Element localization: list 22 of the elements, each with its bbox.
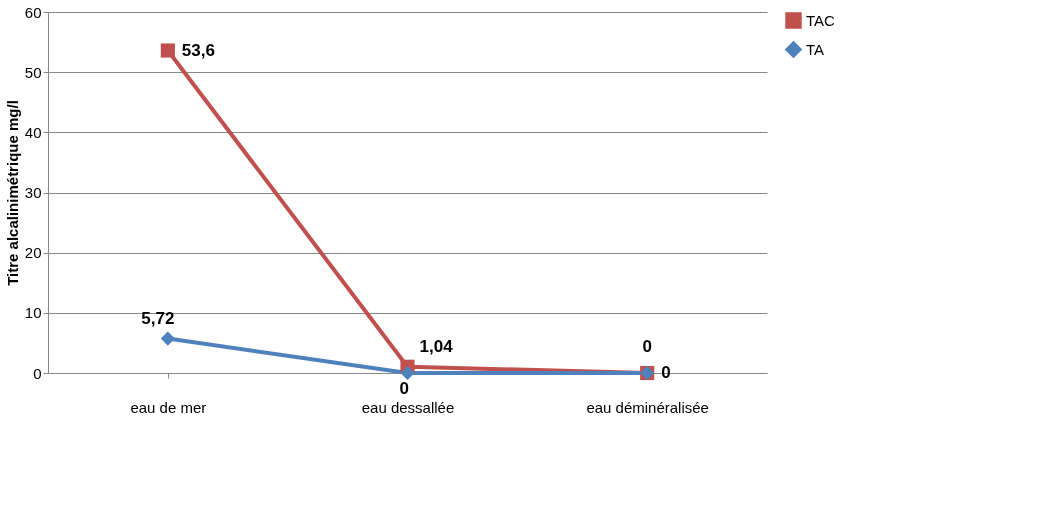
y-tick-label: 20 bbox=[24, 244, 42, 262]
data-label: 5,72 bbox=[141, 308, 175, 328]
y-tick-label: 30 bbox=[24, 184, 42, 201]
y-axis-title: Titre alcalinimétrique mg/l bbox=[3, 100, 21, 286]
point bbox=[400, 365, 415, 381]
data-label: 1,04 bbox=[419, 336, 454, 356]
data-label: 0 bbox=[399, 379, 409, 398]
y-tick-label: 0 bbox=[33, 364, 42, 382]
legend-label: TA bbox=[806, 40, 825, 58]
data-label: 0 bbox=[661, 363, 671, 382]
data-label: 53,6 bbox=[181, 40, 215, 60]
x-tick-label: eau de mer bbox=[130, 398, 207, 416]
y-tick-label: 10 bbox=[24, 304, 42, 322]
x-tick-label: eau déminéralisée bbox=[586, 398, 709, 416]
point bbox=[160, 43, 175, 58]
y-tick-label: 40 bbox=[24, 123, 42, 141]
data-label: 0 bbox=[642, 337, 652, 356]
x-tick-label: eau dessallée bbox=[361, 398, 455, 416]
legend-label: TAC bbox=[806, 11, 836, 29]
point bbox=[160, 331, 175, 346]
y-tick-label: 60 bbox=[24, 3, 42, 21]
y-tick-label: 50 bbox=[24, 63, 42, 81]
